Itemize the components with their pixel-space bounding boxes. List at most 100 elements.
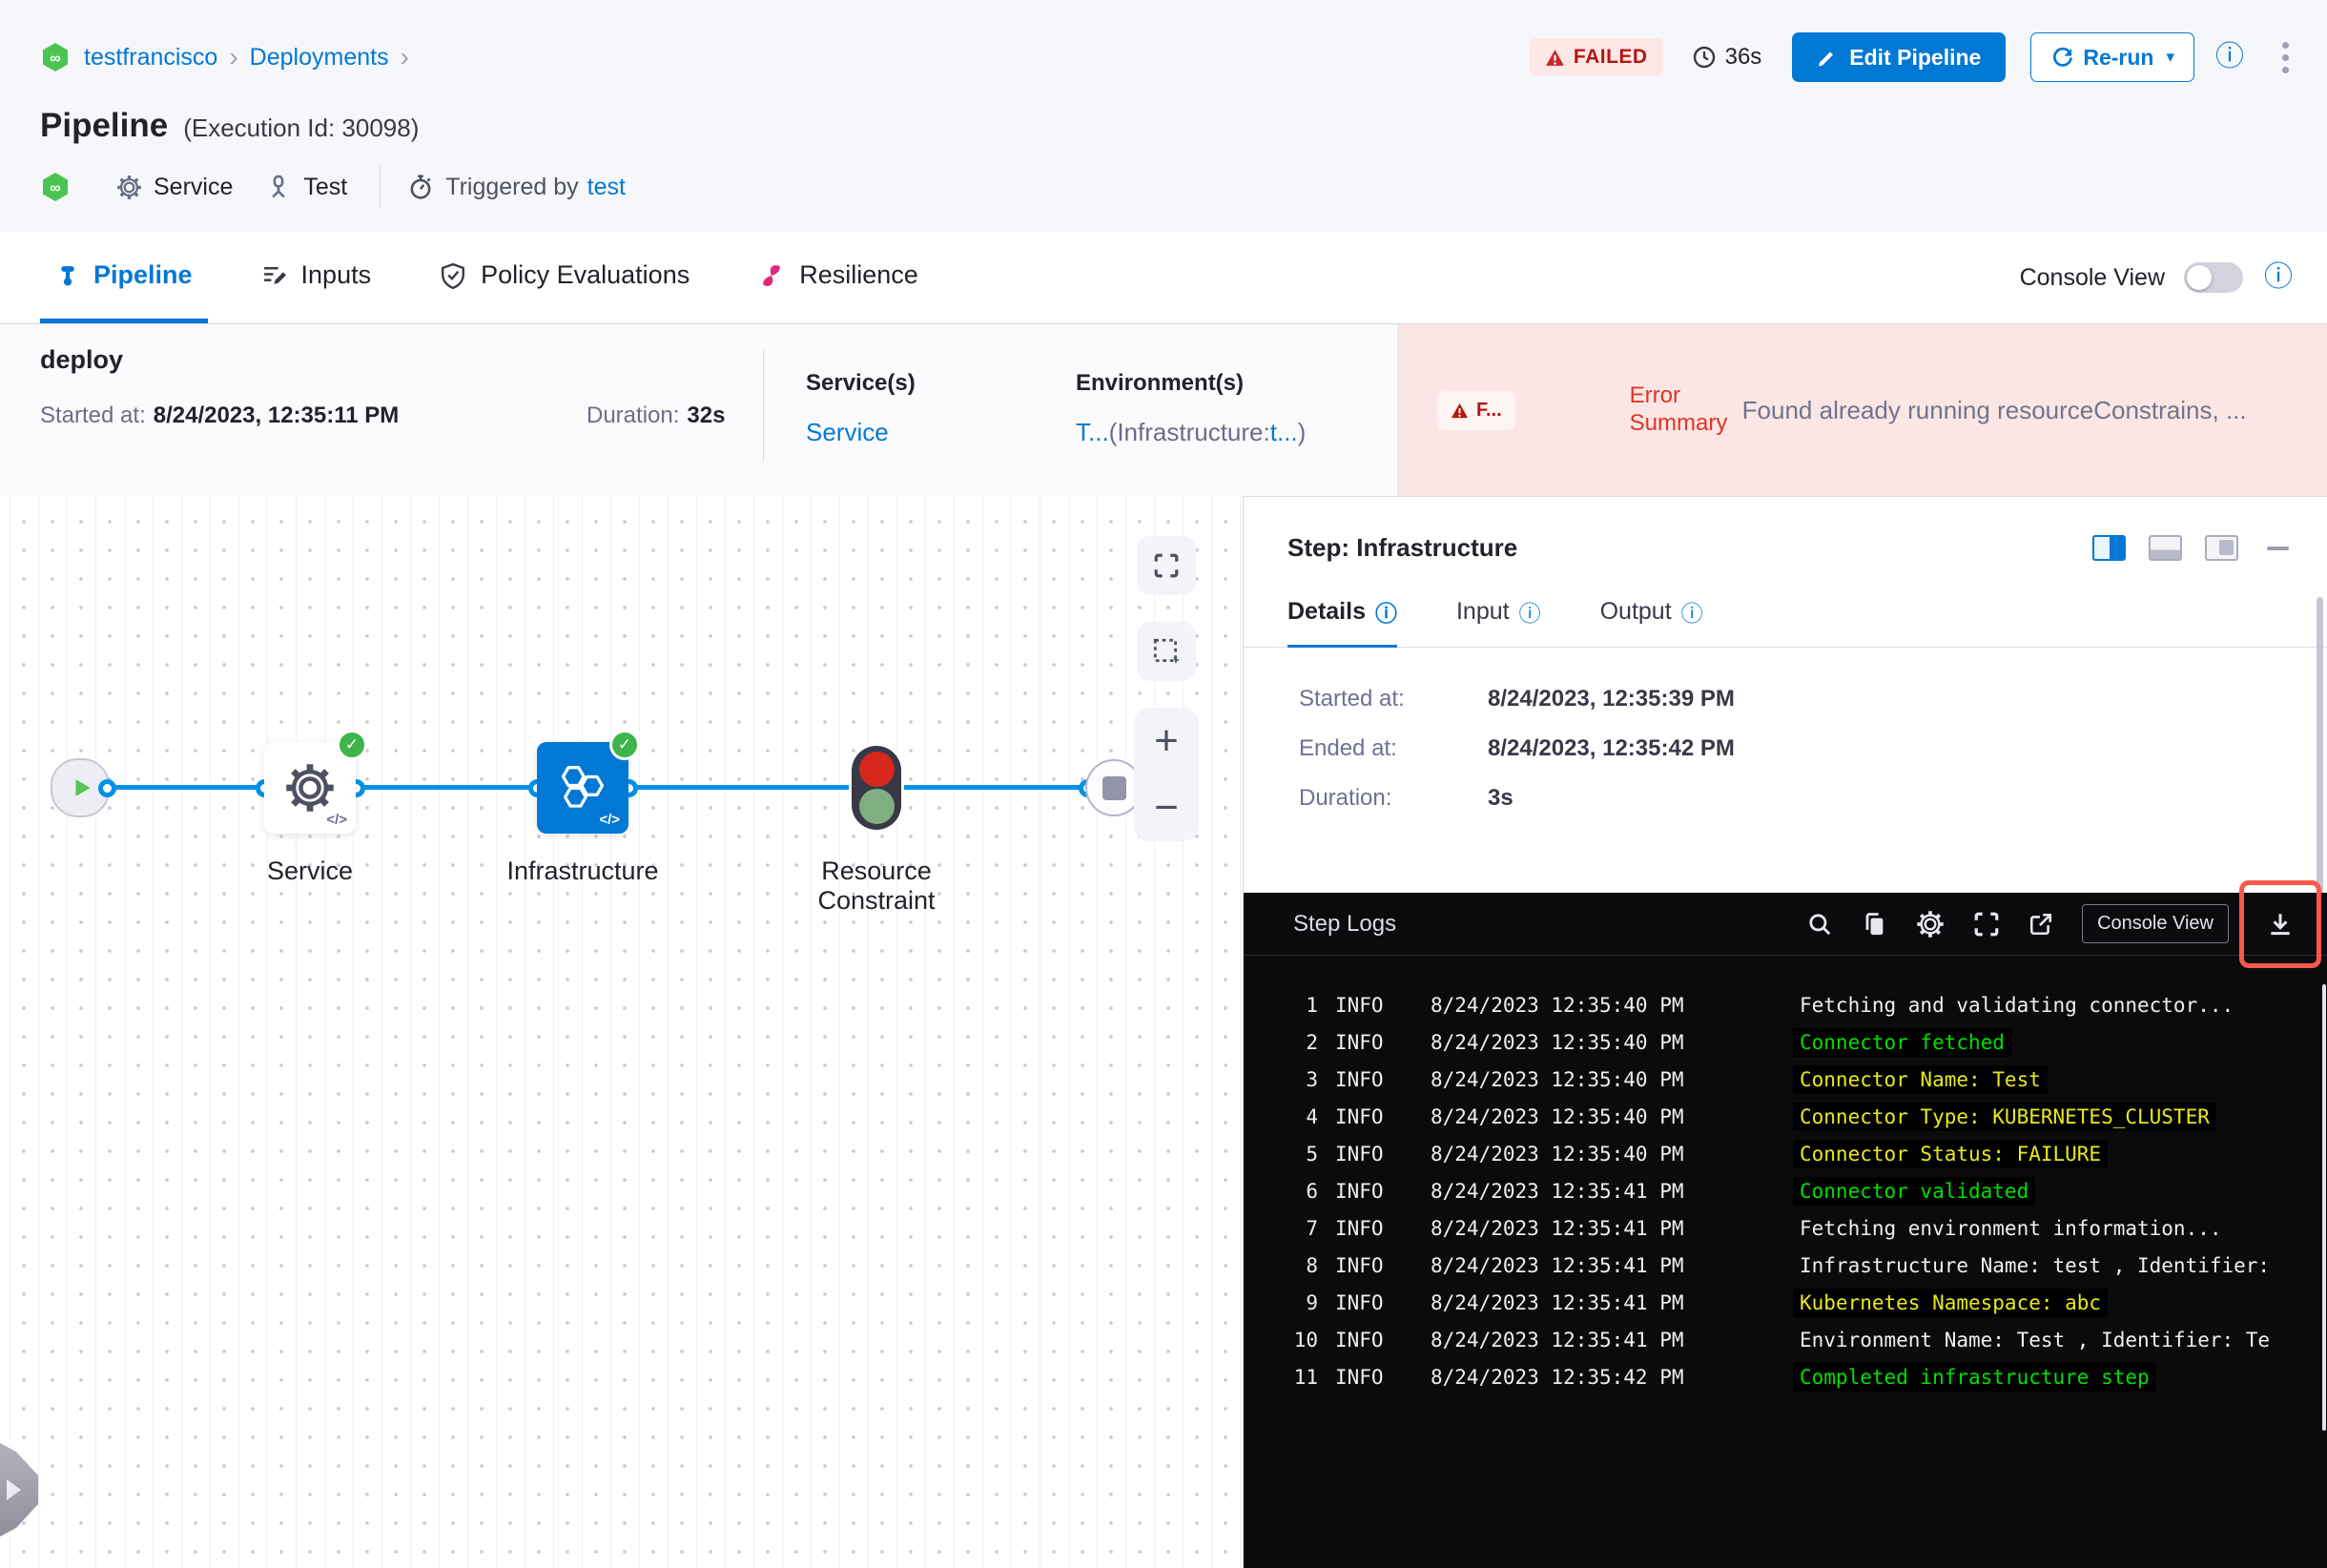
log-level: INFO [1335, 1030, 1384, 1054]
log-copy-button[interactable] [1861, 911, 1887, 938]
services-column: Service(s) Service [806, 370, 916, 447]
inputs-icon [261, 262, 287, 288]
log-settings-button[interactable] [1916, 910, 1945, 939]
log-line-number: 4 [1306, 1104, 1318, 1128]
stage-duration: Duration: 32s [587, 402, 725, 429]
log-level: INFO [1335, 993, 1384, 1017]
log-row: 5 INFO 8/24/2023 12:35:40 PM Connector S… [1244, 1135, 2327, 1172]
layout-vertical-split-button[interactable] [2092, 535, 2126, 561]
node-port [98, 779, 116, 797]
step-logs-toolbar: Console View [1807, 879, 2321, 968]
step-logs-console: Step Logs Console View 1 INFO 8/24/2023 [1244, 879, 2327, 1568]
tab-input[interactable]: Input ⓘ [1456, 595, 1541, 648]
log-fullscreen-button[interactable] [1973, 911, 2000, 938]
layout-horizontal-split-button[interactable] [2149, 535, 2182, 561]
log-level: INFO [1335, 1179, 1384, 1203]
zoom-in-button[interactable]: + [1154, 717, 1179, 764]
canvas-fullscreen-button[interactable] [1137, 536, 1196, 595]
info-icon[interactable]: ⓘ [2215, 41, 2244, 72]
log-row: 1 INFO 8/24/2023 12:35:40 PM Fetching an… [1244, 986, 2327, 1023]
tab-pipeline[interactable]: Pipeline [40, 232, 208, 323]
left-panel-expand-handle[interactable] [0, 1442, 38, 1537]
environments-label: Environment(s) [1076, 370, 1245, 396]
infrastructure-node-label: Infrastructure [506, 856, 659, 885]
divider [763, 349, 764, 462]
console-view-button[interactable]: Console View [2082, 904, 2229, 943]
harness-cd-logo-icon [40, 42, 71, 72]
service-step-node[interactable]: </> [264, 742, 356, 834]
panel-scrollbar[interactable] [2317, 597, 2323, 974]
log-row: 7 INFO 8/24/2023 12:35:41 PM Fetching en… [1244, 1209, 2327, 1247]
step-panel-tabs: Details ⓘ Input ⓘ Output ⓘ [1244, 563, 2327, 648]
start-node[interactable] [51, 758, 110, 817]
minimize-panel-button[interactable] [2267, 546, 2289, 550]
console-view-toggle[interactable] [2184, 262, 2243, 293]
tab-resilience[interactable]: Resilience [743, 232, 934, 323]
stage-name: deploy [40, 345, 124, 374]
infrastructure-step-node[interactable]: </> [537, 742, 628, 834]
pipeline-graph-canvas[interactable]: </> ✓ </> ✓ Service Infrastructure Resou… [0, 496, 1243, 1568]
log-line-number: 11 [1293, 1365, 1318, 1389]
kebab-menu[interactable] [2278, 38, 2293, 77]
tab-details[interactable]: Details ⓘ [1287, 595, 1397, 648]
step-details: Started at: 8/24/2023, 12:35:39 PM Ended… [1244, 648, 2327, 812]
tab-output-label: Output [1599, 597, 1672, 625]
info-icon[interactable]: ⓘ [1680, 601, 1703, 626]
log-level: INFO [1335, 1216, 1384, 1240]
log-line-number: 8 [1306, 1253, 1318, 1277]
started-at-value: 8/24/2023, 12:35:39 PM [1488, 686, 1735, 712]
play-icon [71, 776, 93, 799]
log-row: 4 INFO 8/24/2023 12:35:40 PM Connector T… [1244, 1098, 2327, 1135]
stop-square-icon [1102, 775, 1126, 800]
info-icon[interactable]: ⓘ [1374, 601, 1397, 626]
log-line-number: 10 [1293, 1328, 1318, 1351]
tab-inputs-label: Inputs [300, 260, 372, 289]
log-search-button[interactable] [1807, 912, 1832, 937]
top-header: testfrancisco › Deployments › FAILED 36s… [0, 0, 2327, 232]
log-line-number: 9 [1306, 1290, 1318, 1314]
log-level: INFO [1335, 1104, 1384, 1128]
log-line-number: 5 [1306, 1142, 1318, 1166]
canvas-fit-selection-button[interactable] [1137, 622, 1196, 681]
error-summary-label: Error Summary [1629, 382, 1728, 436]
log-row: 11 INFO 8/24/2023 12:35:42 PM Completed … [1244, 1358, 2327, 1395]
edit-pipeline-button[interactable]: Edit Pipeline [1792, 32, 2007, 82]
tab-inputs[interactable]: Inputs [246, 232, 387, 323]
triggered-by-link[interactable]: test [587, 173, 626, 200]
breadcrumb-deployments-link[interactable]: Deployments [249, 43, 389, 71]
arrow-right-icon [7, 1479, 21, 1500]
service-link[interactable]: Service [806, 418, 889, 446]
rerun-button[interactable]: Re-run ▾ [2030, 32, 2194, 82]
environment-icon [265, 174, 292, 200]
services-label: Service(s) [806, 370, 916, 396]
console-scrollbar[interactable] [2322, 984, 2326, 1431]
marquee-select-icon [1151, 636, 1182, 667]
environment-value: T...(Infrastructure:t...) [1076, 418, 1307, 446]
log-timestamp: 8/24/2023 12:35:40 PM [1431, 1142, 1684, 1166]
resource-constraint-step-node[interactable] [852, 746, 901, 830]
tab-policy-evaluations[interactable]: Policy Evaluations [424, 232, 705, 323]
log-open-new-tab-button[interactable] [2028, 912, 2053, 937]
log-line-number: 1 [1306, 993, 1318, 1017]
page-title: Pipeline [40, 107, 169, 144]
search-icon [1807, 912, 1832, 937]
gear-icon [116, 175, 142, 200]
info-icon[interactable]: ⓘ [2264, 261, 2293, 293]
info-icon[interactable]: ⓘ [1518, 601, 1541, 626]
graph-edge [904, 785, 1090, 790]
tab-output[interactable]: Output ⓘ [1600, 595, 1703, 648]
shield-check-icon [440, 262, 466, 289]
log-download-button[interactable] [2239, 879, 2321, 968]
breadcrumb-project-link[interactable]: testfrancisco [84, 43, 218, 71]
code-mark: </> [326, 812, 347, 828]
log-level: INFO [1335, 1365, 1384, 1389]
layout-floating-button[interactable] [2205, 535, 2238, 561]
zoom-out-button[interactable]: − [1154, 784, 1179, 831]
clock-icon [1692, 45, 1717, 70]
error-summary-message: Found already running resourceConstrains… [1741, 395, 2247, 424]
success-check-icon: ✓ [337, 730, 367, 760]
log-timestamp: 8/24/2023 12:35:41 PM [1431, 1328, 1684, 1351]
infrastructure-link[interactable]: t... [1269, 418, 1298, 446]
environment-link[interactable]: T... [1076, 418, 1109, 446]
